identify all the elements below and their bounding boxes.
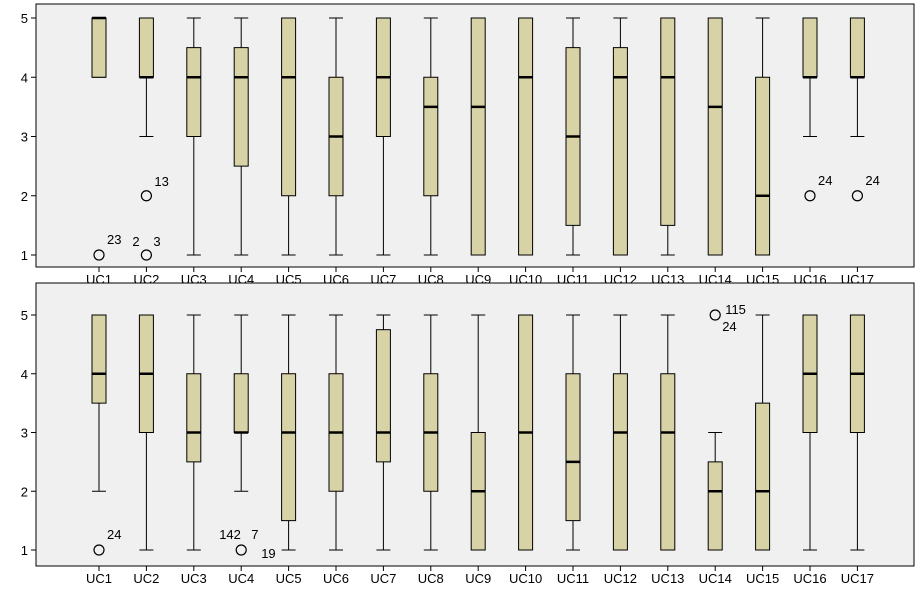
y-tick-label: 4 — [21, 70, 28, 85]
x-tick-label: UC2 — [133, 571, 159, 586]
outlier-point — [804, 190, 816, 202]
iqr-box — [281, 373, 297, 522]
iqr-box — [660, 373, 676, 551]
x-tick-label: UC9 — [465, 571, 491, 586]
x-tick-label: UC8 — [418, 571, 444, 586]
x-tick-label: UC1 — [86, 571, 112, 586]
y-tick-label: 2 — [21, 484, 28, 499]
iqr-box — [91, 314, 107, 404]
x-tick-label: UC17 — [841, 571, 874, 586]
box-uc16: UC16 — [793, 314, 827, 586]
x-tick-label: UC10 — [509, 571, 542, 586]
x-tick-label: UC15 — [746, 571, 779, 586]
box-uc3: UC3 — [181, 314, 207, 586]
outlier-point — [140, 190, 152, 202]
outlier-label: 13 — [154, 174, 168, 189]
box-uc2: UC2 — [133, 314, 159, 586]
box-uc11: UC11 — [557, 314, 589, 586]
x-tick-label: UC13 — [651, 571, 684, 586]
x-tick-label: UC11 — [557, 571, 589, 586]
box-uc7: UC7 — [370, 314, 396, 586]
outlier-label: 3 — [153, 234, 160, 249]
box-uc15: UC15 — [746, 314, 779, 586]
iqr-box — [138, 17, 154, 78]
iqr-box — [660, 17, 676, 226]
iqr-box — [755, 402, 771, 551]
iqr-box — [470, 17, 486, 256]
iqr-box — [755, 76, 771, 256]
box-uc4: UC4 142 719 — [219, 314, 276, 586]
outlier-point — [851, 190, 864, 202]
x-tick-label: UC3 — [181, 571, 207, 586]
y-tick-label: 3 — [21, 130, 28, 145]
y-tick-label: 3 — [21, 426, 28, 441]
x-tick-label: UC7 — [370, 571, 396, 586]
box-uc5: UC5 — [276, 314, 302, 586]
x-tick-label: UC12 — [604, 571, 637, 586]
outlier-label: 24 — [722, 319, 736, 334]
x-tick-label: UC5 — [276, 571, 302, 586]
outlier-label: 2 — [132, 234, 139, 249]
iqr-box — [612, 373, 628, 551]
y-tick-label: 1 — [21, 248, 28, 263]
iqr-box — [186, 47, 202, 137]
iqr-box — [233, 373, 249, 433]
iqr-box — [518, 17, 534, 256]
box-uc10: UC10 — [509, 314, 542, 586]
iqr-box — [375, 329, 391, 463]
x-tick-label: UC6 — [323, 571, 349, 586]
box-uc8: UC8 — [418, 314, 444, 586]
outlier-label: 7 — [251, 527, 258, 542]
iqr-box — [565, 373, 581, 522]
outlier-point — [93, 249, 105, 261]
box-uc17: UC17 — [841, 314, 874, 586]
iqr-box — [423, 76, 439, 197]
iqr-box — [802, 17, 818, 78]
x-tick-label: UC14 — [699, 571, 732, 586]
outlier-label: 142 — [219, 527, 241, 542]
iqr-box — [612, 47, 628, 256]
outlier-point — [235, 544, 247, 556]
outlier-label: 115 — [725, 302, 746, 317]
iqr-box — [849, 17, 865, 78]
iqr-box — [707, 17, 723, 256]
iqr-box — [233, 47, 249, 167]
box-uc6: UC6 — [323, 314, 349, 586]
box-uc12: UC12 — [604, 314, 637, 586]
outlier-label: 23 — [107, 232, 121, 247]
iqr-box — [281, 17, 297, 197]
outlier-point — [140, 249, 152, 261]
box-uc1: UC1 24 — [86, 314, 121, 586]
outlier-label: 24 — [107, 527, 121, 542]
y-tick-label: 1 — [21, 543, 28, 558]
box-uc9: UC9 — [465, 314, 491, 586]
box-uc8: UC8 — [418, 17, 444, 287]
outlier-label: 19 — [261, 546, 275, 561]
box-uc14: UC14 115 24 — [699, 302, 746, 586]
y-tick-label: 5 — [21, 308, 28, 323]
iqr-box — [186, 373, 202, 463]
iqr-box — [91, 17, 107, 78]
y-tick-label: 5 — [21, 11, 28, 26]
box-uc13: UC13 — [651, 314, 684, 586]
iqr-box — [707, 461, 723, 551]
outlier-point — [709, 309, 721, 321]
x-tick-label: UC16 — [793, 571, 826, 586]
outlier-label: 24 — [865, 173, 879, 188]
outlier-point — [93, 544, 105, 556]
y-tick-label: 2 — [21, 189, 28, 204]
x-tick-label: UC4 — [228, 571, 254, 586]
outlier-label: 24 — [818, 173, 832, 188]
box-uc4: UC4 — [228, 17, 254, 287]
y-tick-label: 4 — [21, 367, 28, 382]
